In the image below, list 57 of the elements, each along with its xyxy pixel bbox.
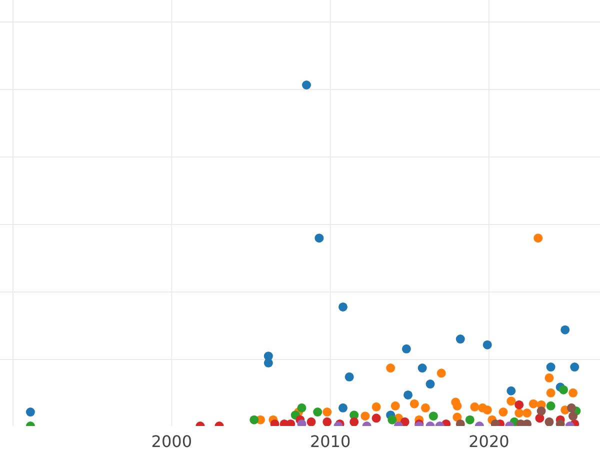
point: [418, 364, 427, 373]
point: [514, 408, 524, 418]
point: [456, 334, 465, 344]
point: [465, 415, 474, 424]
point: [546, 401, 556, 410]
point: [506, 396, 516, 406]
point: [436, 368, 446, 378]
point: [410, 399, 419, 408]
point: [250, 415, 259, 424]
x-tick-label: 2020: [468, 432, 510, 450]
point: [400, 417, 410, 426]
point: [528, 399, 538, 408]
point: [302, 80, 311, 90]
point: [420, 403, 430, 412]
point: [338, 403, 348, 412]
point: [314, 234, 324, 243]
point: [514, 400, 524, 410]
point: [570, 362, 580, 372]
point: [26, 408, 35, 417]
point: [546, 362, 556, 372]
point: [322, 417, 332, 426]
point: [559, 385, 568, 394]
point: [544, 417, 554, 426]
point: [372, 414, 381, 423]
point: [568, 388, 578, 398]
point: [482, 405, 492, 414]
point: [297, 403, 306, 412]
point: [372, 402, 381, 412]
point: [360, 412, 370, 421]
point: [534, 234, 543, 243]
x-tick-label: 2000: [151, 432, 192, 450]
point: [386, 364, 396, 373]
point: [426, 380, 435, 389]
point: [522, 408, 532, 418]
point: [498, 408, 508, 417]
point: [452, 412, 462, 422]
point: [482, 340, 492, 350]
point: [544, 373, 554, 382]
point: [313, 408, 322, 417]
point: [536, 406, 546, 416]
point: [470, 402, 480, 412]
point: [546, 388, 556, 398]
point: [506, 386, 516, 396]
point: [428, 412, 438, 421]
point: [568, 412, 578, 421]
point: [306, 417, 316, 426]
point: [322, 408, 332, 417]
x-tick-label: 2010: [310, 432, 351, 450]
point: [566, 403, 576, 412]
point: [560, 325, 570, 334]
point: [404, 390, 413, 400]
point: [402, 344, 411, 354]
point: [388, 415, 397, 424]
point: [350, 417, 359, 426]
point: [390, 401, 400, 410]
point: [338, 302, 348, 312]
point: [344, 372, 354, 382]
